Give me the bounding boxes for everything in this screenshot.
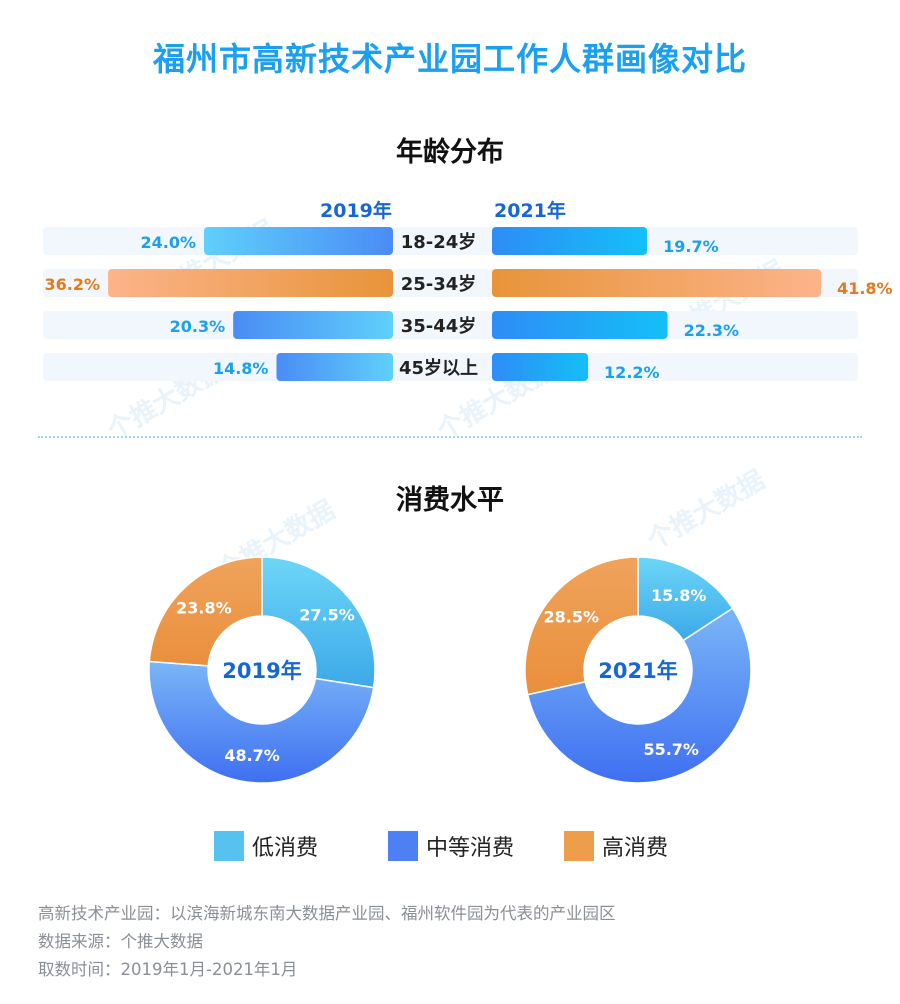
bar-2019-45岁以上 bbox=[276, 353, 393, 381]
legend-item-mid: 中等消费 bbox=[388, 830, 514, 862]
slice-high bbox=[148, 556, 263, 667]
legend-label: 低消费 bbox=[252, 836, 319, 861]
bar-2021-45岁以上 bbox=[492, 353, 589, 381]
category-label: 45岁以上 bbox=[399, 357, 478, 379]
donut-center-label: 2021年 bbox=[598, 659, 677, 683]
donut-chart-2021: 15.8% 55.7% 28.5% 2021年 bbox=[524, 556, 752, 784]
bar-2021-18-24岁 bbox=[492, 227, 648, 255]
slice-value-label: 15.8% bbox=[651, 586, 707, 605]
age-year-right: 2021年 bbox=[494, 200, 566, 222]
age-section-title: 年龄分布 bbox=[396, 137, 504, 168]
category-label: 25-34岁 bbox=[401, 273, 477, 295]
value-label-2019: 36.2% bbox=[44, 275, 100, 294]
footnotes: 高新技术产业园：以滨海新城东南大数据产业园、福州软件园为代表的产业园区 数据来源… bbox=[38, 900, 616, 984]
legend-item-high: 高消费 bbox=[564, 830, 668, 862]
slice-value-label: 23.8% bbox=[176, 598, 232, 617]
value-label-2019: 24.0% bbox=[141, 233, 197, 252]
footnote-period: 取数时间：2019年1月-2021年1月 bbox=[38, 960, 298, 979]
slice-value-label: 27.5% bbox=[299, 605, 355, 624]
bar-2019-25-34岁 bbox=[108, 269, 393, 297]
slice-mid bbox=[526, 607, 752, 784]
slice-value-label: 48.7% bbox=[224, 746, 280, 765]
legend-swatch bbox=[564, 831, 594, 861]
donut-center-label: 2019年 bbox=[222, 659, 301, 683]
row-background bbox=[43, 353, 858, 381]
legend-item-low: 低消费 bbox=[214, 830, 318, 862]
slice-low bbox=[261, 556, 376, 689]
category-label: 35-44岁 bbox=[401, 315, 477, 337]
value-label-2021: 41.8% bbox=[837, 279, 893, 298]
value-label-2021: 19.7% bbox=[663, 237, 719, 256]
bar-2019-18-24岁 bbox=[204, 227, 393, 255]
legend-label: 中等消费 bbox=[426, 836, 515, 861]
slice-high bbox=[524, 556, 639, 696]
slice-value-label: 28.5% bbox=[544, 608, 600, 627]
footnote-source: 数据来源：个推大数据 bbox=[38, 932, 203, 951]
slice-value-label: 55.7% bbox=[643, 740, 699, 759]
value-label-2021: 22.3% bbox=[684, 321, 740, 340]
age-year-left: 2019年 bbox=[320, 200, 392, 222]
bar-2021-35-44岁 bbox=[492, 311, 668, 339]
legend-swatch bbox=[214, 831, 244, 861]
slice-mid bbox=[148, 660, 375, 784]
donut-chart-2019: 27.5% 48.7% 23.8% 2019年 bbox=[148, 556, 376, 784]
legend-swatch bbox=[388, 831, 418, 861]
bar-2021-25-34岁 bbox=[492, 269, 822, 297]
category-label: 18-24岁 bbox=[401, 231, 477, 253]
spend-section-title: 消费水平 bbox=[396, 485, 504, 516]
value-label-2019: 20.3% bbox=[170, 317, 226, 336]
legend-label: 高消费 bbox=[602, 836, 669, 861]
section-divider bbox=[38, 436, 862, 438]
value-label-2021: 12.2% bbox=[604, 363, 660, 382]
page-title: 福州市高新技术产业园工作人群画像对比 bbox=[152, 40, 747, 78]
value-label-2019: 14.8% bbox=[213, 359, 269, 378]
footnote-definition: 高新技术产业园：以滨海新城东南大数据产业园、福州软件园为代表的产业园区 bbox=[38, 904, 616, 923]
age-bar-chart: 24.0% 19.7% 18-24岁 36.2% 41.8% 25-34岁 20.3% 22.… bbox=[43, 227, 893, 382]
bar-2019-35-44岁 bbox=[233, 311, 393, 339]
